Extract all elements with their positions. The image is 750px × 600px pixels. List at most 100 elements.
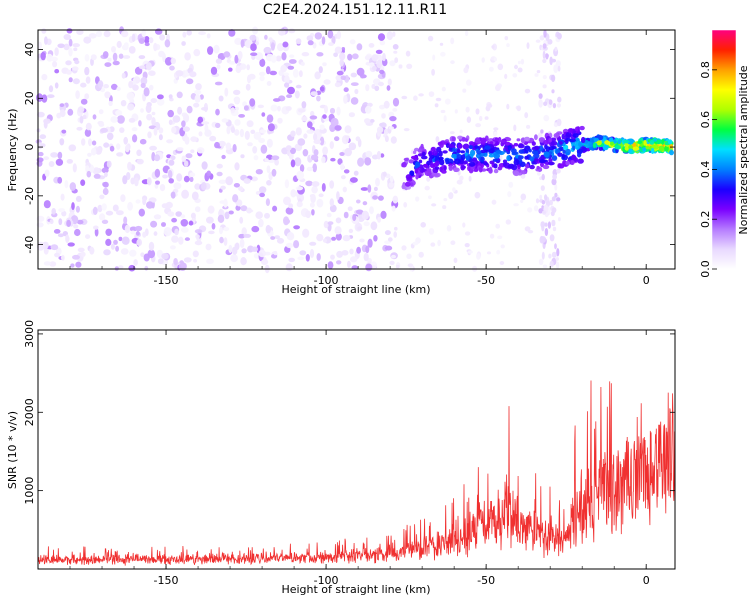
noise-speckle (353, 170, 359, 176)
noise-speckle (181, 155, 187, 162)
spike-column-speckle (539, 194, 543, 200)
noise-speckle (101, 219, 109, 224)
noise-speckle (148, 70, 156, 76)
noise-speckle (209, 135, 217, 142)
noise-speckle (116, 115, 125, 124)
noise-speckle (208, 230, 215, 235)
spike-column-speckle (552, 226, 557, 232)
noise-speckle (194, 94, 201, 103)
noise-speckle (341, 175, 346, 180)
ridge-blob (474, 145, 480, 149)
noise-speckle (301, 116, 308, 122)
noise-speckle (40, 143, 46, 148)
ridge-blob (403, 157, 409, 162)
noise-speckle (156, 98, 165, 106)
noise-speckle (183, 175, 190, 183)
spike-column-speckle (541, 251, 545, 260)
noise-speckle (368, 43, 375, 48)
ridge-blob (408, 159, 415, 164)
noise-speckle (268, 172, 273, 181)
noise-speckle (130, 177, 135, 185)
noise-speckle (322, 238, 328, 243)
noise-speckle (287, 65, 295, 70)
ridge-blob (575, 126, 579, 132)
noise-speckle (382, 53, 386, 62)
sparse-speckle (516, 105, 521, 112)
noise-speckle (356, 67, 365, 76)
noise-speckle (334, 125, 342, 131)
ridge-blob (521, 170, 527, 175)
noise-speckle (181, 41, 186, 46)
noise-speckle (264, 212, 270, 219)
noise-speckle (270, 55, 277, 63)
noise-speckle (103, 84, 109, 89)
ridge-blob (401, 161, 407, 168)
noise-speckle (250, 52, 258, 56)
x-tick-label: -50 (477, 574, 495, 587)
noise-speckle (289, 54, 295, 58)
noise-speckle (118, 53, 124, 59)
ridge-blob (524, 136, 530, 142)
noise-speckle (314, 32, 322, 40)
noise-speckle (336, 250, 343, 258)
ridge-blob (424, 170, 432, 177)
noise-speckle (169, 65, 175, 71)
ridge-blob (577, 152, 582, 158)
noise-speckle (239, 238, 245, 248)
noise-speckle (134, 225, 143, 232)
noise-speckle (103, 249, 111, 256)
noise-speckle (350, 72, 357, 78)
ridge-blob (576, 148, 584, 155)
noise-speckle (191, 191, 199, 201)
ridge-blob (484, 145, 491, 150)
noise-speckle (143, 87, 150, 97)
noise-speckle (223, 51, 231, 58)
ridge-blob (642, 147, 647, 152)
noise-speckle (367, 184, 372, 193)
sparse-speckle (444, 98, 451, 105)
noise-speckle (148, 241, 155, 251)
noise-speckle (126, 92, 135, 101)
sparse-speckle (491, 199, 497, 205)
noise-speckle (88, 138, 92, 147)
ridge-blob (428, 156, 433, 163)
noise-speckle (164, 57, 173, 66)
noise-speckle (339, 52, 346, 61)
sparse-speckle (393, 50, 398, 54)
noise-speckle (171, 217, 178, 223)
noise-speckle (88, 33, 97, 39)
sparse-speckle (450, 37, 455, 45)
noise-speckle (236, 199, 243, 207)
sparse-speckle (497, 63, 504, 71)
spike-column-speckle (550, 58, 557, 63)
noise-speckle (48, 161, 55, 167)
noise-speckle (235, 205, 241, 211)
noise-speckle (72, 254, 80, 260)
noise-speckle (273, 250, 278, 256)
noise-speckle (135, 199, 141, 204)
noise-speckle (199, 94, 204, 100)
noise-speckle (193, 48, 201, 57)
noise-speckle (138, 55, 146, 60)
sparse-speckle (452, 187, 456, 192)
noise-speckle (299, 164, 305, 173)
sparse-speckle (463, 67, 469, 74)
snr-panel: -150 -100 -50 0 1000 2000 3000 Height of strai… (6, 320, 676, 596)
noise-speckle (330, 117, 339, 127)
noise-speckle (138, 65, 146, 70)
noise-speckle (270, 104, 278, 112)
ridge-blob (414, 161, 421, 168)
ridge-blob (410, 155, 417, 160)
noise-speckle (392, 195, 399, 204)
noise-speckle (229, 61, 236, 65)
noise-speckle (68, 38, 73, 47)
noise-speckle (144, 36, 150, 44)
noise-speckle (132, 84, 139, 91)
sparse-speckle (434, 103, 439, 108)
noise-speckle (246, 64, 250, 71)
noise-speckle (180, 214, 186, 219)
ridge-blob (494, 137, 500, 142)
noise-speckle (238, 233, 246, 239)
noise-speckle (188, 220, 194, 226)
noise-speckle (309, 248, 315, 258)
